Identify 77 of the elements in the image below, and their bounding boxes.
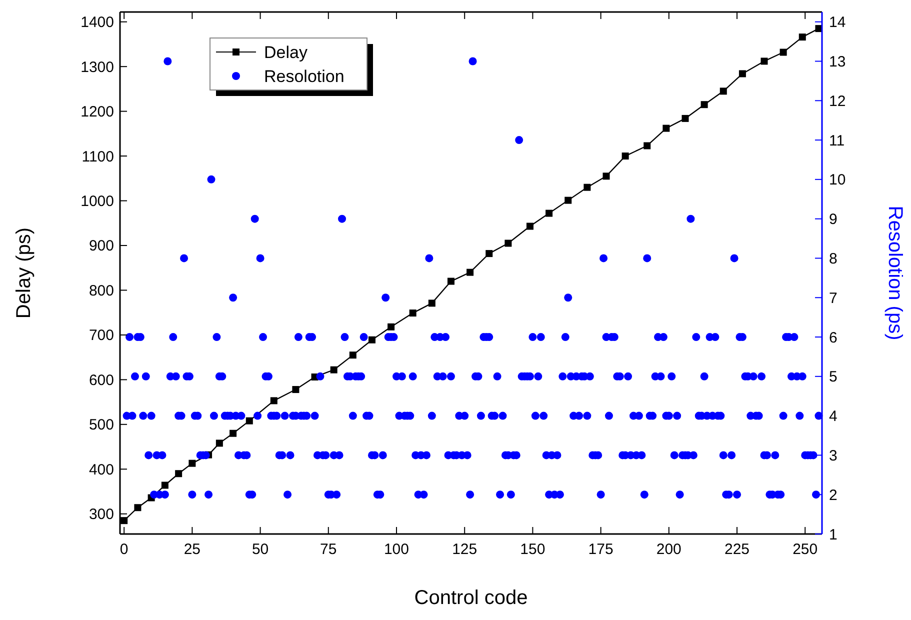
y-axis-title: Delay (ps) [13,227,35,319]
point [584,184,591,191]
y-tick-label: 300 [88,506,114,524]
y2-tick-label: 1 [829,526,838,544]
y2-tick-label: 13 [829,53,846,70]
y-tick-label: 1000 [80,193,114,210]
x-tick-label: 200 [656,541,682,558]
y2-tick-label: 11 [829,132,845,150]
point [409,310,416,317]
x-tick-label: 250 [792,541,818,558]
point [815,25,822,32]
x-tick-label: 225 [724,541,750,558]
x-tick-label: 50 [252,541,269,558]
y-tick-label: 800 [88,282,114,300]
y2-tick-label: 9 [829,211,838,228]
x-tick-label: 175 [588,541,614,558]
point [120,517,128,524]
y2-tick-label: 10 [829,172,846,189]
point [602,172,610,180]
point [330,366,338,374]
point [428,300,436,307]
y2-tick-label: 5 [829,368,838,386]
x-tick-label: 100 [384,541,410,558]
point [526,222,534,230]
point [682,114,689,122]
point [216,440,223,447]
y-tick-label: 900 [88,238,114,255]
y-tick-label: 1400 [80,14,114,32]
x-tick-label: 75 [320,541,337,558]
point [134,504,142,512]
point [662,124,670,132]
point [798,34,806,41]
point [644,142,651,150]
point [738,70,746,78]
point [368,336,376,344]
y2-tick-label: 8 [829,250,838,268]
y-tick-label: 1100 [82,148,114,166]
legend-label: Delay [264,42,308,62]
point [188,460,196,467]
point [270,397,278,404]
y-tick-label: 1200 [80,104,114,121]
y-tick-label: 500 [88,416,114,434]
y2-tick-label: 2 [829,486,838,504]
y2-tick-label: 7 [829,290,838,307]
point [564,196,572,204]
point [161,482,168,489]
point [388,323,395,330]
y2-tick-label: 6 [829,329,838,346]
x-tick-label: 125 [452,541,478,558]
point [720,88,727,95]
legend-label: Resolotion [264,66,344,86]
y-tick-label: 700 [88,327,114,344]
point [349,352,356,359]
point [504,240,512,247]
point [246,417,253,424]
point [175,470,182,478]
x-tick-label: 25 [184,541,201,558]
point [546,210,553,217]
point [700,101,708,108]
x-axis-title: Control code [414,587,528,609]
y2-tick-label: 14 [829,14,846,32]
y2-tick-label: 12 [829,92,846,110]
y-tick-label: 600 [88,372,114,389]
point [466,268,474,276]
x-tick-label: 0 [120,541,128,558]
point [622,152,629,160]
y2-tick-label: 4 [829,408,838,426]
y-tick-label: 400 [88,461,114,478]
point [486,250,493,258]
point [230,430,237,437]
point [292,386,300,394]
x-tick-label: 150 [520,541,546,558]
y2-tick-label: 3 [829,447,838,464]
y-tick-label: 1300 [80,58,114,76]
point [447,278,454,285]
point [780,48,787,56]
point [760,58,768,65]
